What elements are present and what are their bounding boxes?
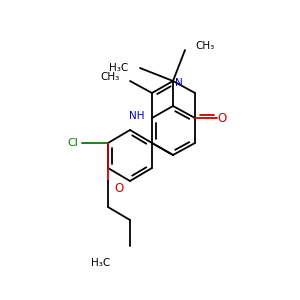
Text: N: N xyxy=(175,78,183,88)
Text: CH₃: CH₃ xyxy=(101,72,120,82)
Text: O: O xyxy=(114,182,123,195)
Text: H₃C: H₃C xyxy=(91,258,110,268)
Text: Cl: Cl xyxy=(67,138,78,148)
Text: H₃C: H₃C xyxy=(109,63,128,73)
Text: O: O xyxy=(217,112,226,124)
Text: NH: NH xyxy=(128,111,144,121)
Text: CH₃: CH₃ xyxy=(195,41,214,51)
